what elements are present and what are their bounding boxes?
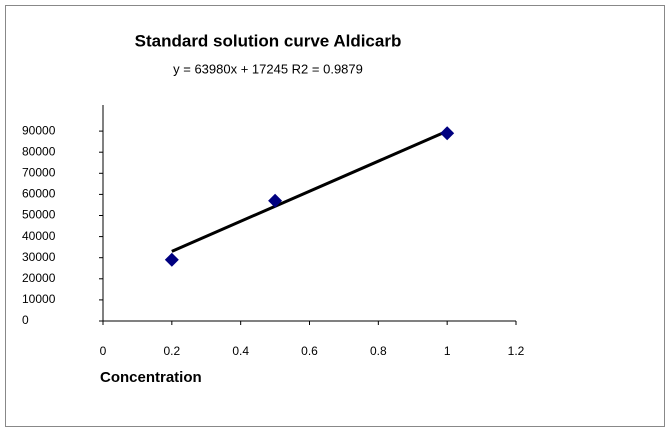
data-point: [164, 252, 179, 267]
y-tick-label: 80000: [22, 144, 56, 158]
data-point: [440, 126, 455, 141]
chart-border: [5, 5, 665, 427]
y-tick-label: 90000: [22, 123, 56, 137]
y-tick-label: 10000: [22, 292, 56, 306]
x-tick-label: 0.2: [163, 344, 180, 358]
y-tick-label: 20000: [22, 271, 56, 285]
y-tick-label: 40000: [22, 229, 56, 243]
y-tick-label: 70000: [22, 165, 56, 179]
y-tick-label: 60000: [22, 187, 56, 201]
x-tick-label: 1: [444, 344, 451, 358]
trendline: [171, 129, 448, 253]
x-tick-label: 1.2: [508, 344, 525, 358]
x-tick-label: 0.4: [232, 344, 249, 358]
y-tick-label: 0: [22, 313, 29, 327]
x-tick-label: 0.6: [301, 344, 318, 358]
data-point: [268, 193, 283, 208]
x-tick-label: 0: [100, 344, 107, 358]
chart-title: Standard solution curve Aldicarb: [135, 31, 402, 50]
x-tick-label: 0.8: [370, 344, 387, 358]
chart-subtitle: y = 63980x + 17245 R2 = 0.9879: [173, 61, 363, 76]
x-axis-label: Concentration: [100, 369, 202, 386]
y-tick-label: 50000: [22, 208, 56, 222]
y-tick-label: 30000: [22, 250, 56, 264]
